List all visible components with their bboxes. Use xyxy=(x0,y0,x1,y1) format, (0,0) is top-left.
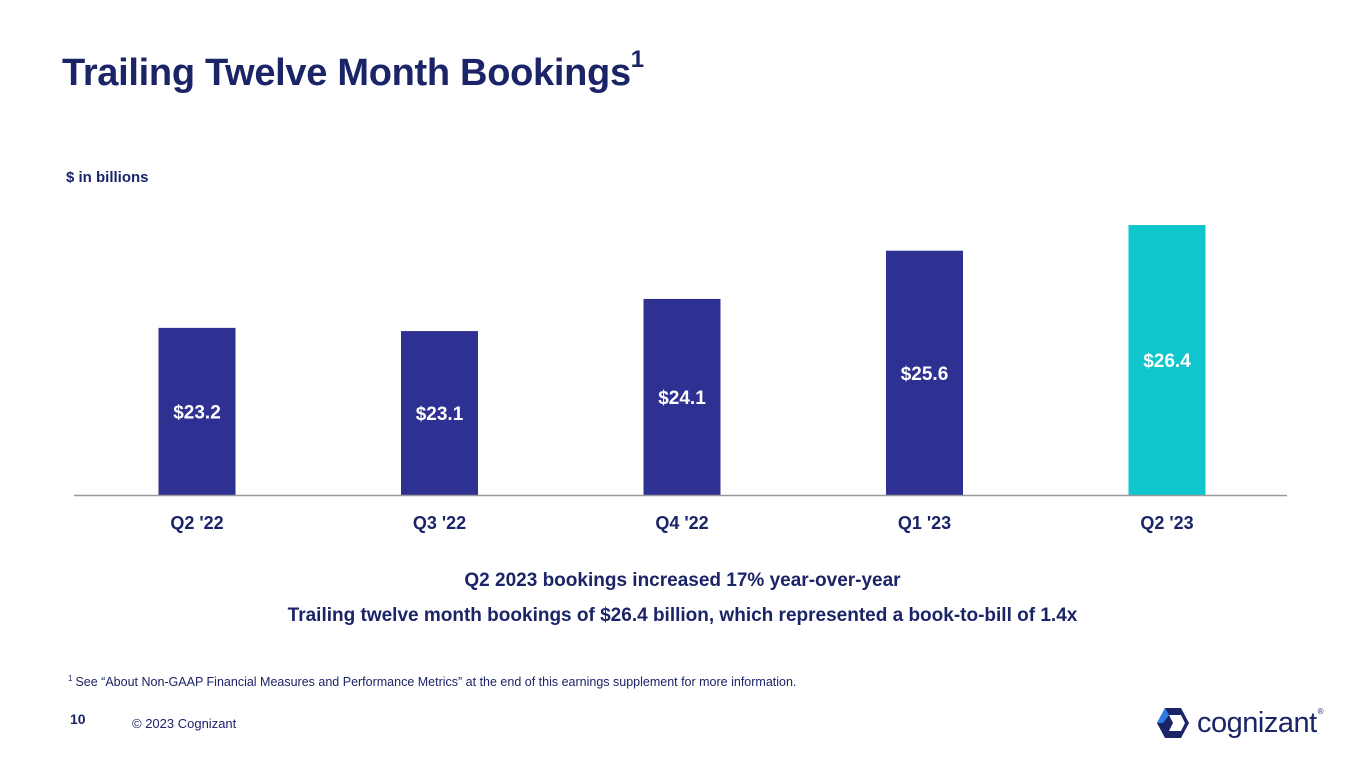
bar-value-label-4: $26.4 xyxy=(1143,351,1191,372)
category-label-0: Q2 '22 xyxy=(170,513,223,533)
cognizant-logo: cognizant® xyxy=(1155,705,1324,741)
page-number: 10 xyxy=(70,711,86,727)
title-footnote-marker: 1 xyxy=(630,46,644,73)
bar-0 xyxy=(158,327,236,495)
logo-text: cognizant xyxy=(1197,706,1317,739)
category-label-1: Q3 '22 xyxy=(413,513,466,533)
footnote-text: See “About Non-GAAP Financial Measures a… xyxy=(75,675,797,690)
unit-label: $ in billions xyxy=(66,169,149,186)
category-label-4: Q2 '23 xyxy=(1140,513,1193,533)
bar-2 xyxy=(643,298,721,495)
copyright: © 2023 Cognizant xyxy=(132,716,237,731)
category-label-3: Q1 '23 xyxy=(898,513,951,533)
page-title-text: Trailing Twelve Month Bookings xyxy=(62,52,631,94)
bar-value-label-0: $23.2 xyxy=(173,402,221,423)
logo-registered-mark: ® xyxy=(1317,706,1324,716)
footnote-marker: 1 xyxy=(68,674,73,683)
footnote: 1 See “About Non-GAAP Financial Measures … xyxy=(68,674,796,689)
bar-value-label-2: $24.1 xyxy=(658,388,706,409)
summary-line-1: Q2 2023 bookings increased 17% year-over… xyxy=(464,570,901,591)
bar-1 xyxy=(401,331,478,495)
bar-value-label-1: $23.1 xyxy=(416,404,464,425)
bar-3 xyxy=(886,250,963,495)
summary-line-2: Trailing twelve month bookings of $26.4 … xyxy=(287,605,1078,626)
bar-4 xyxy=(1128,225,1206,495)
cognizant-logo-icon xyxy=(1157,708,1189,738)
bookings-bar-chart: $23.2 Q2 '22 $23.1 Q3 '22 $24.1 Q4 '22 $25.6 Q1… xyxy=(74,225,1287,533)
bar-value-label-3: $25.6 xyxy=(901,364,949,385)
logo-wordmark: cognizant® xyxy=(1197,706,1324,740)
category-label-2: Q4 '22 xyxy=(655,513,708,533)
page-title: Trailing Twelve Month Bookings1 xyxy=(62,48,644,95)
